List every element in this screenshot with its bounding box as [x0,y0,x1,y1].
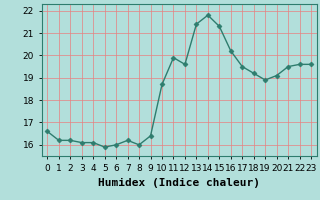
X-axis label: Humidex (Indice chaleur): Humidex (Indice chaleur) [98,178,260,188]
